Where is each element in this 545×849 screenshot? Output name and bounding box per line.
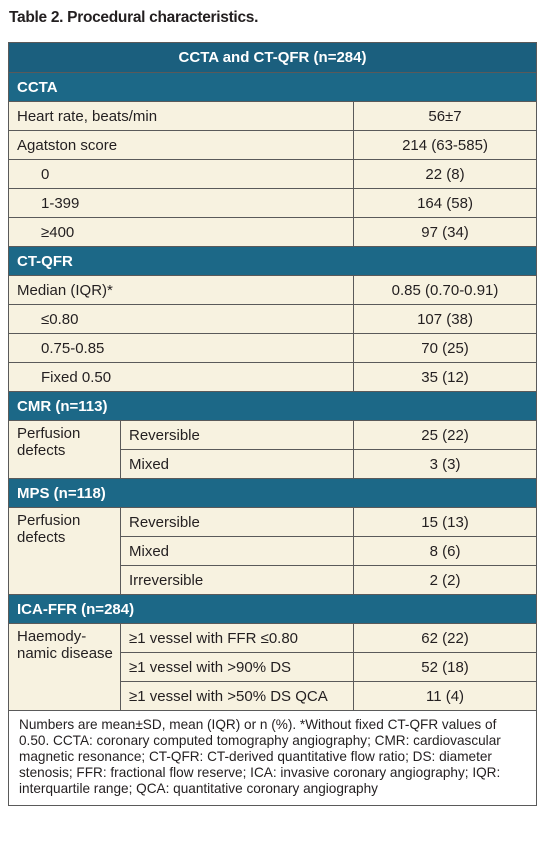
- row-value: 56±7: [352, 101, 538, 131]
- row-value: 97 (34): [352, 217, 538, 247]
- table-row: Perfusion defects Reversible 25 (22): [8, 420, 538, 479]
- row-value: 22 (8): [352, 159, 538, 189]
- row-value: 107 (38): [352, 304, 538, 334]
- row-value: 11 (4): [352, 681, 538, 711]
- row-label: Mixed: [120, 536, 354, 566]
- row-value: 35 (12): [352, 362, 538, 392]
- section-row: CCTA: [7, 72, 538, 102]
- row-label: Median (IQR)*: [8, 275, 354, 305]
- row-value: 62 (22): [352, 623, 538, 653]
- row-value: 3 (3): [352, 449, 538, 479]
- row-label: Reversible: [120, 420, 354, 450]
- table-row: Median (IQR)* 0.85 (0.70-0.91): [8, 275, 538, 305]
- row-label: 0.75-0.85: [8, 333, 354, 363]
- row-label: ≥1 vessel with FFR ≤0.80: [120, 623, 354, 653]
- section-row: CT-QFR: [7, 246, 538, 276]
- table-header: CCTA and CT-QFR (n=284): [7, 42, 538, 73]
- table-row: Mixed 3 (3): [9, 449, 538, 479]
- group-label: Haemody-namic disease: [8, 623, 121, 711]
- sub-row: 0 22 (8): [8, 159, 538, 189]
- section-title: CCTA: [7, 72, 538, 102]
- table-row: Haemody-namic disease ≥1 vessel with FFR …: [8, 623, 538, 711]
- table-body: CCTA and CT-QFR (n=284) CCTA Heart rate, …: [7, 42, 538, 806]
- section-row: CMR (n=113): [7, 391, 538, 421]
- footnote: Numbers are mean±SD, mean (IQR) or n (%)…: [7, 710, 538, 806]
- row-label: ≤0.80: [8, 304, 354, 334]
- group-label: Perfusion defects: [8, 420, 121, 479]
- row-value: 2 (2): [352, 565, 538, 595]
- header-row: CCTA and CT-QFR (n=284): [7, 42, 538, 73]
- sub-row: 1-399 164 (58): [8, 188, 538, 218]
- section-row: MPS (n=118): [7, 478, 538, 508]
- row-label: Fixed 0.50: [8, 362, 354, 392]
- row-value: 164 (58): [352, 188, 538, 218]
- table-row: Irreversible 2 (2): [9, 565, 538, 595]
- section-title: CMR (n=113): [7, 391, 538, 421]
- row-label: Agatston score: [8, 130, 354, 160]
- table-row: ≥1 vessel with >50% DS QCA 11 (4): [9, 681, 538, 711]
- row-label: ≥400: [8, 217, 354, 247]
- row-value: 15 (13): [352, 507, 538, 537]
- row-value: 8 (6): [352, 536, 538, 566]
- section-title: CT-QFR: [7, 246, 538, 276]
- row-value: 0.85 (0.70-0.91): [352, 275, 538, 305]
- row-label: Heart rate, beats/min: [8, 101, 354, 131]
- row-value: 70 (25): [352, 333, 538, 363]
- section-row: ICA-FFR (n=284): [7, 594, 538, 624]
- table: CCTA and CT-QFR (n=284) CCTA Heart rate, …: [7, 42, 538, 806]
- table-row: Heart rate, beats/min 56±7: [8, 101, 538, 131]
- row-value: 214 (63-585): [352, 130, 538, 160]
- row-label: 1-399: [8, 188, 354, 218]
- section-title: MPS (n=118): [7, 478, 538, 508]
- table-row: Agatston score 214 (63-585): [8, 130, 538, 160]
- footnote-row: Numbers are mean±SD, mean (IQR) or n (%)…: [7, 710, 538, 806]
- row-label: 0: [8, 159, 354, 189]
- table-title: Table 2. Procedural characteristics.: [9, 9, 259, 26]
- section-title: ICA-FFR (n=284): [7, 594, 538, 624]
- table-row: Perfusion defects Reversible 15 (13): [8, 507, 538, 595]
- row-value: 25 (22): [352, 420, 538, 450]
- row-label: Mixed: [120, 449, 354, 479]
- row-label: ≥1 vessel with >90% DS: [120, 652, 354, 682]
- sub-row: ≤0.80 107 (38): [8, 304, 538, 334]
- sub-row: ≥400 97 (34): [8, 217, 538, 247]
- table-row: ≥1 vessel with >90% DS 52 (18): [9, 652, 538, 682]
- row-label: Irreversible: [120, 565, 354, 595]
- row-label: ≥1 vessel with >50% DS QCA: [120, 681, 354, 711]
- sub-row: 0.75-0.85 70 (25): [8, 333, 538, 363]
- row-label: Reversible: [120, 507, 354, 537]
- group-label: Perfusion defects: [8, 507, 121, 595]
- row-value: 52 (18): [352, 652, 538, 682]
- sub-row: Fixed 0.50 35 (12): [8, 362, 538, 392]
